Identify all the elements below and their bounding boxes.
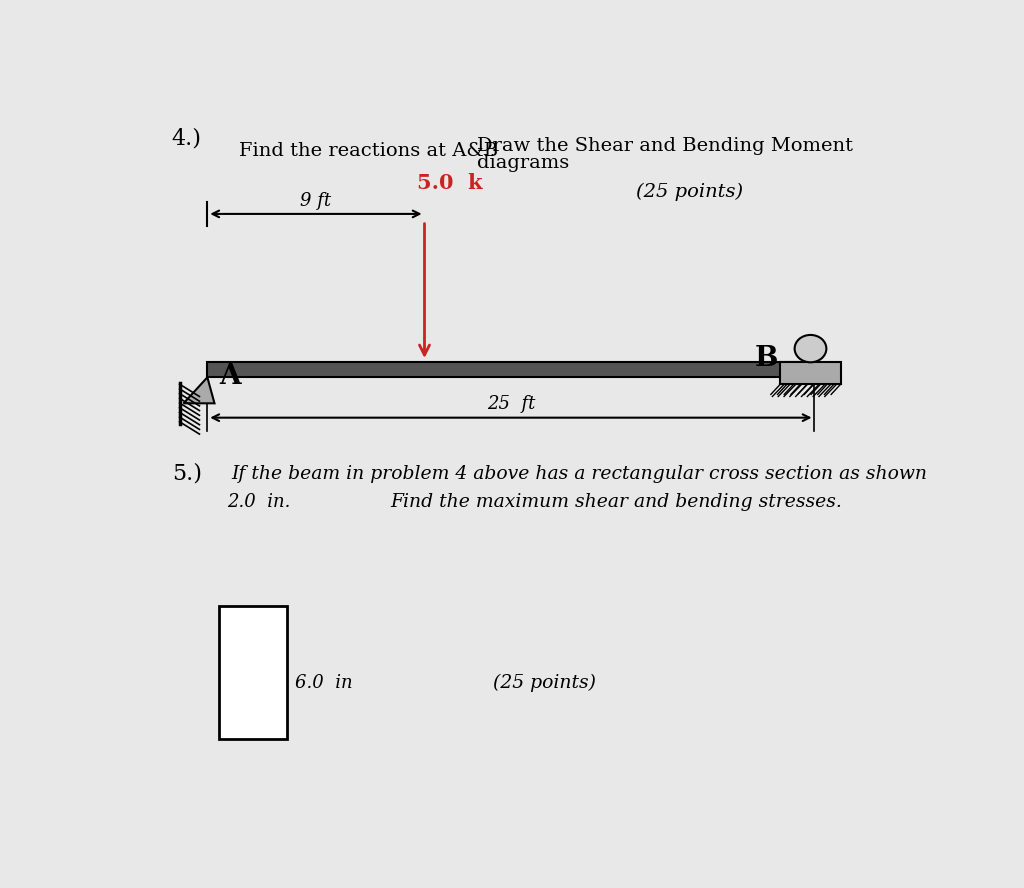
Text: (25 points): (25 points) [494,674,596,693]
Bar [207,362,811,377]
Text: Draw the Shear and Bending Moment: Draw the Shear and Bending Moment [477,137,853,155]
Text: 4.): 4.) [172,127,202,149]
Text: A: A [219,363,241,390]
Polygon shape [183,377,214,403]
Text: Find the maximum shear and bending stresses.: Find the maximum shear and bending stres… [390,493,842,511]
Text: B: B [755,345,778,372]
Text: 5.0  k: 5.0 k [417,172,482,193]
Text: If the beam in problem 4 above has a rectangular cross section as shown: If the beam in problem 4 above has a rec… [231,465,927,483]
Text: 6.0  in: 6.0 in [295,674,352,693]
Text: Find the reactions at A&B: Find the reactions at A&B [240,142,499,160]
Text: diagrams: diagrams [477,155,569,172]
Text: 25  ft: 25 ft [486,395,536,414]
Text: 5.): 5.) [172,463,202,484]
Bar [219,606,287,739]
Text: 2.0  in.: 2.0 in. [227,493,291,511]
Bar [780,362,841,385]
Text: (25 points): (25 points) [636,183,743,201]
Text: 9 ft: 9 ft [300,192,332,210]
Circle shape [795,335,826,362]
